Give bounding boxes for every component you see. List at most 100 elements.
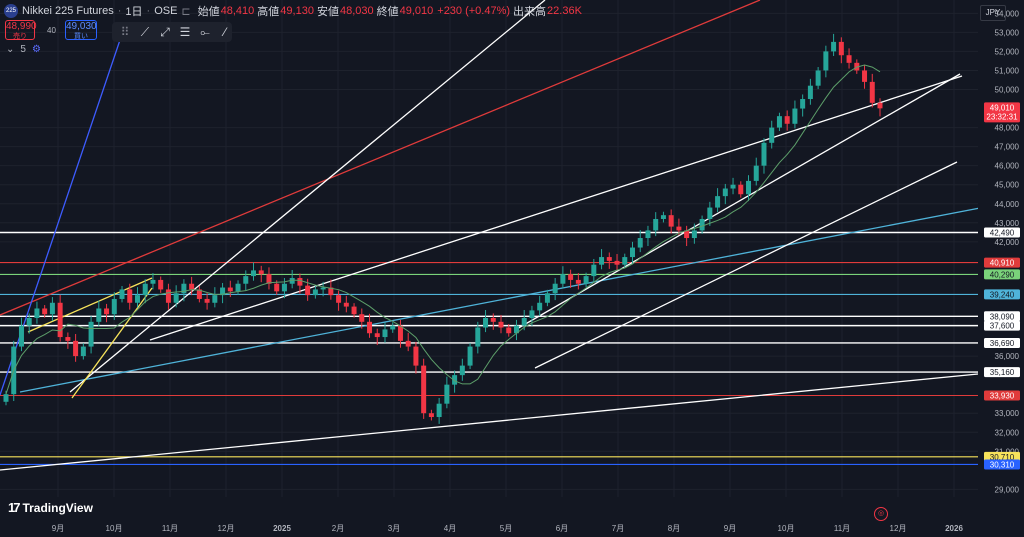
price-tag-label: 35,160	[990, 368, 1015, 377]
candle-body	[823, 51, 829, 71]
candle-body	[668, 215, 674, 227]
extended-line-icon[interactable]: ⁄	[223, 25, 226, 39]
candle-body	[846, 55, 852, 63]
candle-body	[189, 283, 195, 290]
candle-body	[506, 327, 512, 334]
candle-body	[807, 85, 813, 100]
high-value: 49,130	[280, 5, 314, 17]
price-tag-label: 40,290	[990, 270, 1015, 279]
price-tag-box	[984, 311, 1020, 322]
candle-body	[583, 276, 589, 284]
price-tick-label: 45,000	[995, 181, 1020, 190]
time-tick-label: 11月	[162, 524, 178, 533]
time-tick-label: 2025	[273, 524, 291, 533]
price-tick-label: 48,000	[995, 124, 1020, 133]
time-tick-label: 12月	[218, 524, 235, 533]
price-tick-label: 42,000	[995, 238, 1020, 247]
candle-body	[436, 403, 442, 418]
candle-body	[498, 321, 504, 328]
change-value: +230 (+0.47%)	[437, 5, 511, 17]
candle-body	[421, 365, 427, 414]
candle-body	[390, 325, 396, 330]
candle-body	[776, 116, 782, 128]
price-tag-box	[984, 320, 1020, 331]
indicator-settings-icon[interactable]: ⚙	[31, 44, 41, 55]
candle-body	[243, 276, 249, 284]
candle-body	[428, 413, 434, 418]
candlestick-series	[3, 33, 883, 424]
exchange-label: OSE	[154, 5, 178, 17]
candle-body	[111, 298, 117, 315]
time-tick-label: 7月	[612, 524, 624, 533]
time-tick-label: 9月	[52, 524, 64, 533]
trendline	[514, 73, 961, 331]
price-tick-label: 53,000	[995, 28, 1020, 37]
candle-body	[336, 295, 342, 303]
price-tag-label: 40,910	[990, 259, 1015, 268]
trendline-tool-icon[interactable]: ⟋	[140, 25, 150, 39]
price-tick-label: 46,000	[995, 162, 1020, 171]
candle-body	[738, 184, 744, 195]
spread-value: 40	[47, 26, 56, 35]
price-tag-label: 37,600	[990, 322, 1015, 331]
time-axis: 9月 10月 11月 12月 2025 2月 3月 4月 5月 6月 7月 8月 9月 10月 11月 12月…	[0, 517, 1024, 537]
candle-body	[405, 340, 411, 347]
candle-body	[653, 218, 659, 231]
candle-body	[452, 375, 458, 385]
indicators-toggle[interactable]: ⌄ 5 ⚙	[6, 44, 41, 55]
time-tick-label: 11月	[834, 524, 850, 533]
candle-body	[513, 325, 519, 334]
close-value: 49,010	[399, 5, 434, 17]
candle-body	[235, 283, 241, 292]
candle-body	[312, 289, 318, 296]
candle-body	[606, 257, 612, 261]
trendline	[27, 277, 153, 333]
ray-tool-icon[interactable]: ⤢	[160, 25, 170, 39]
candle-body	[869, 81, 875, 103]
price-tick-label: 43,000	[995, 219, 1020, 228]
high-label: 高値	[257, 6, 280, 18]
candle-body	[800, 99, 806, 109]
candle-body	[467, 346, 473, 366]
sell-button[interactable]: 48,990 売り	[5, 20, 37, 40]
price-tag-box	[984, 459, 1020, 470]
price-tick-label: 36,000	[995, 352, 1020, 361]
candle-body	[142, 283, 148, 296]
candle-body	[18, 325, 24, 347]
go-to-realtime-icon[interactable]: ◎	[874, 507, 888, 521]
candle-body	[629, 247, 635, 258]
price-tag-label: 39,240	[990, 290, 1015, 299]
currency-button[interactable]: JPY	[980, 5, 1006, 21]
candle-body	[212, 295, 218, 303]
drawing-toolbar[interactable]: ⠿ ⟋ ⤢ ☰ ⟜ ⁄	[112, 22, 232, 42]
price-tag-label: 38,090	[990, 312, 1015, 321]
candle-body	[483, 318, 489, 328]
price-tick-label: 51,000	[995, 66, 1020, 75]
candle-body	[65, 337, 71, 341]
volume-label: 出来高	[513, 6, 547, 18]
drag-handle-icon[interactable]: ⠿	[120, 25, 130, 39]
buy-button[interactable]: 49,030 買い	[65, 20, 97, 40]
price-tag-label: 49,010	[990, 103, 1015, 112]
price-tag-label: 30,310	[990, 460, 1015, 469]
price-tick-label: 29,000	[995, 485, 1020, 494]
time-tick-label: 6月	[556, 524, 568, 533]
price-tick-label: 47,000	[995, 143, 1020, 152]
candle-body	[459, 365, 465, 376]
parallel-channel-icon[interactable]: ☰	[179, 25, 191, 39]
low-value: 48,030	[339, 5, 374, 17]
time-axis-bg	[0, 517, 1024, 537]
symbol-logo-icon: 225	[4, 4, 18, 18]
price-tick-label: 52,000	[995, 47, 1020, 56]
symbol-name[interactable]: Nikkei 225 Futures	[22, 5, 114, 17]
candle-body	[204, 298, 210, 303]
horizontal-ray-icon[interactable]: ⟜	[200, 25, 210, 39]
interval-label[interactable]: 1日	[125, 6, 143, 18]
candle-body	[274, 283, 280, 292]
symbol-header[interactable]: 225 Nikkei 225 Futures · 1日 · OSE ⊏ 始値 48…	[4, 3, 582, 19]
candle-body	[877, 102, 883, 109]
tradingview-logo[interactable]: 17 TradingView	[8, 500, 93, 515]
price-tag-box	[984, 269, 1020, 280]
